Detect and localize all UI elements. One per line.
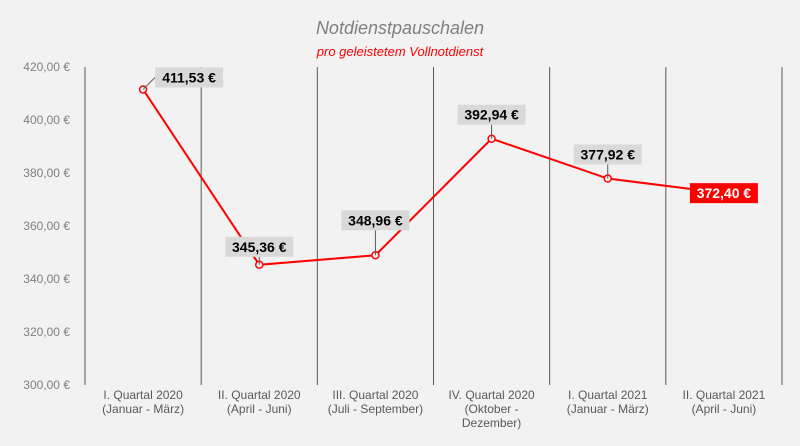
data-label: 411,53 € [162, 69, 216, 85]
data-label: 392,94 € [464, 107, 519, 123]
x-tick-label: II. Quartal 2020 (April - Juni) [218, 388, 301, 416]
chart-subtitle: pro geleistetem Vollnotdienst [316, 44, 485, 59]
data-label-box [457, 104, 526, 125]
data-label-box [341, 210, 410, 231]
data-label-box [155, 67, 224, 88]
y-tick-label: 300,00 € [23, 378, 70, 392]
x-axis: I. Quartal 2020 (Januar - März) II. Quarta… [102, 388, 766, 430]
data-label: 348,96 € [348, 212, 403, 228]
y-tick-label: 320,00 € [23, 325, 70, 339]
y-axis: 300,00 € 320,00 € 340,00 € 360,00 € 380,00 €… [23, 60, 70, 392]
data-label-box [689, 183, 758, 204]
data-label: 372,40 € [697, 185, 752, 201]
x-tick-label: II. Quartal 2021 (April - Juni) [683, 388, 766, 416]
y-tick-label: 380,00 € [23, 166, 70, 180]
data-label: 377,92 € [581, 147, 636, 163]
label-leader-line [142, 77, 156, 90]
chart-title: Notdienstpauschalen [316, 18, 484, 38]
series-polyline [142, 88, 725, 266]
data-label-box [225, 236, 294, 257]
x-tick-label: I. Quartal 2020 (Januar - März) [102, 388, 184, 416]
y-tick-label: 360,00 € [23, 219, 70, 233]
x-tick-label: IV. Quartal 2020 (Oktober -Dezember) [448, 388, 535, 430]
x-tick-label: III. Quartal 2020 (Juli - September) [328, 388, 423, 416]
data-label-box [573, 144, 642, 165]
y-tick-label: 340,00 € [23, 272, 70, 286]
data-labels: 411,53 € 345,36 € 348,96 € 392,94 € 377,92 €… [142, 67, 758, 265]
x-tick-label: I. Quartal 2021 (Januar - März) [567, 388, 649, 416]
y-tick-label: 400,00 € [23, 113, 70, 127]
y-tick-label: 420,00 € [23, 60, 70, 74]
data-label: 345,36 € [232, 239, 287, 255]
vertical-gridlines [84, 67, 783, 385]
